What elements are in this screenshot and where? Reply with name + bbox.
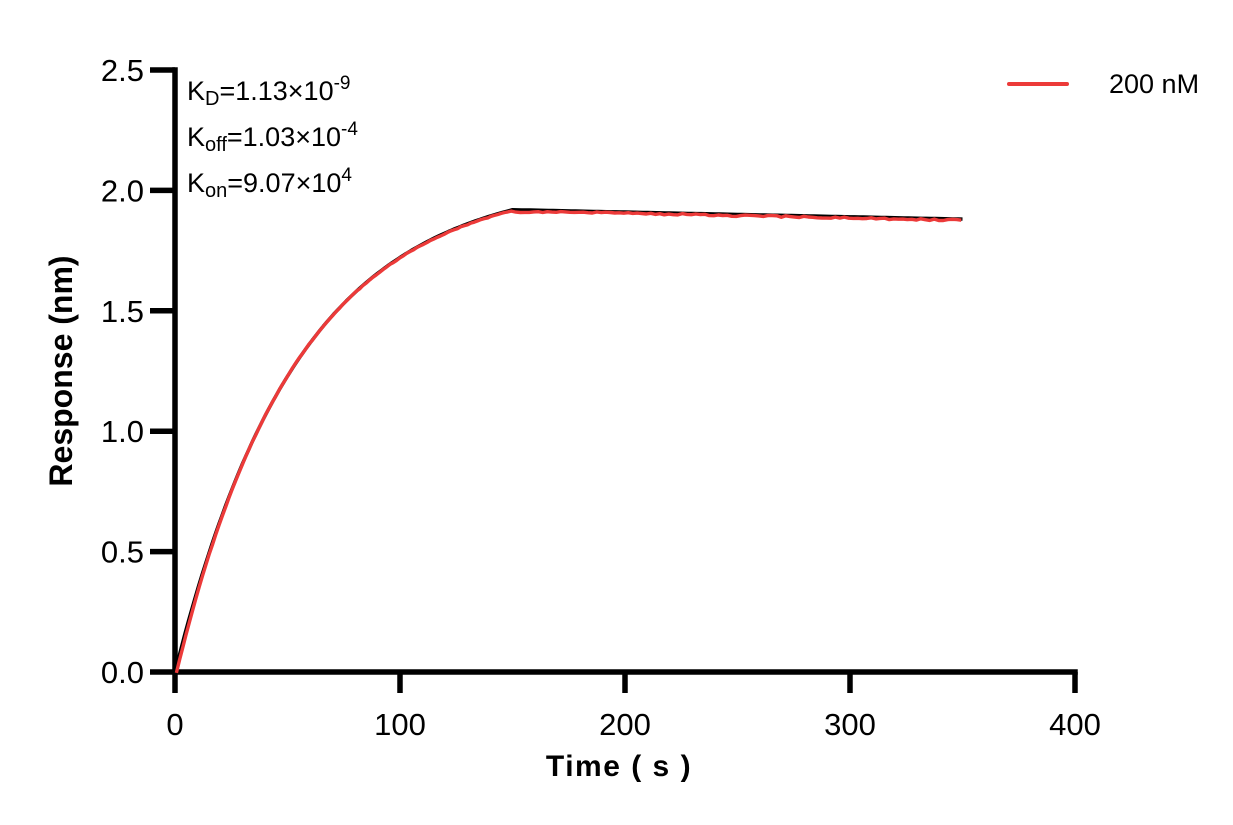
legend-label: 200 nM [1109, 68, 1200, 99]
y-tick-label: 1.5 [101, 294, 144, 329]
kinetic-subscript: D [205, 88, 220, 110]
kinetics-annotations: KD=1.13×10-9 Koff=1.03×10-4 Kon=9.07×104 [187, 68, 358, 206]
kinetic-constant-kon: Kon=9.07×104 [187, 165, 352, 202]
x-tick-label: 0 [166, 707, 183, 742]
kinetic-constant-koff: Koff=1.03×10-4 [187, 119, 358, 156]
kinetic-exponent: -9 [333, 73, 351, 94]
kinetic-exponent: 4 [341, 165, 352, 186]
kinetic-subscript: off [205, 134, 227, 156]
x-tick-label: 400 [1049, 707, 1101, 742]
x-tick-label: 200 [599, 707, 651, 742]
x-axis-title: Time ( s ) [546, 750, 692, 783]
curve-fit [173, 208, 963, 673]
x-tick-label: 300 [824, 707, 876, 742]
legend-color-line [1007, 82, 1069, 86]
kinetic-exponent: -4 [341, 119, 358, 140]
y-tick-label: 2.0 [101, 173, 144, 208]
y-tick-label: 0.0 [101, 655, 144, 690]
kinetic-constant-kd: KD=1.13×10-9 [187, 73, 351, 110]
legend: 200 nM [1007, 66, 1199, 102]
x-tick-label: 100 [374, 707, 426, 742]
y-tick-label: 1.0 [101, 414, 144, 449]
curve-data-200nM [174, 209, 962, 674]
y-axis-title: Response (nm) [43, 255, 79, 486]
kinetic-subscript: on [205, 180, 228, 202]
y-tick-label: 0.5 [101, 535, 144, 570]
y-tick-label: 2.5 [101, 53, 144, 88]
